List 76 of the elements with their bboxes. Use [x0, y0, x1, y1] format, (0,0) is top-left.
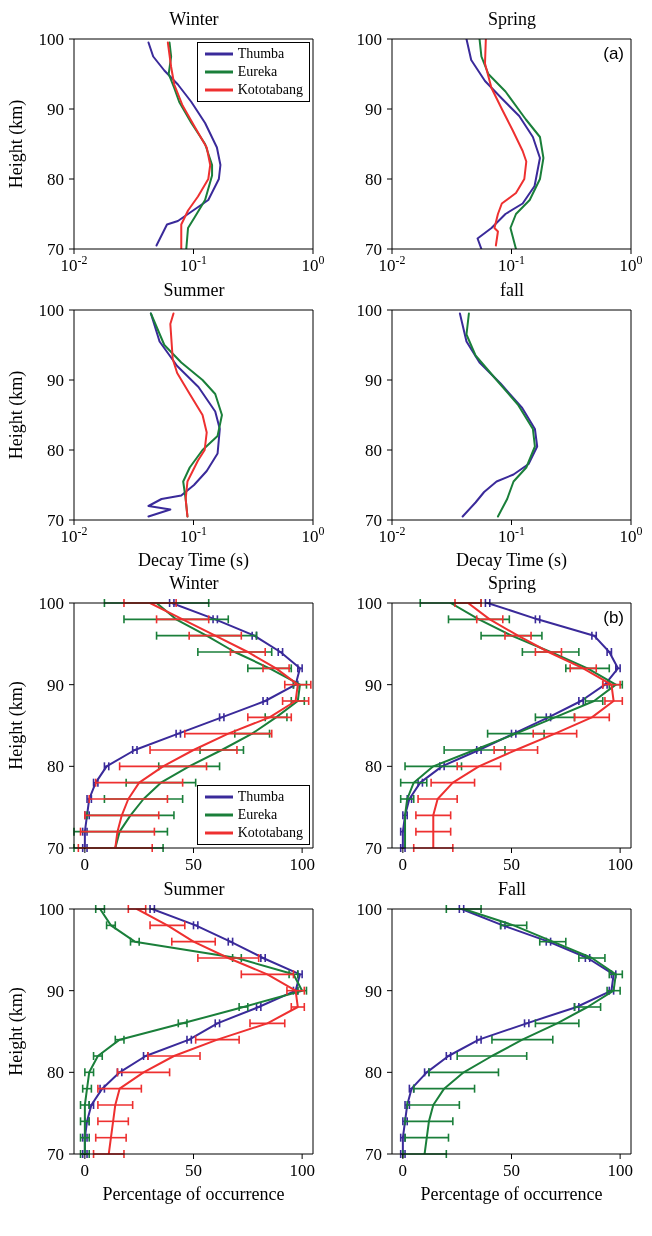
x-tick-label: 50 [185, 1161, 202, 1180]
x-axis-title: Percentage of occurrence [420, 1184, 603, 1204]
x-tick-label: 50 [503, 1161, 520, 1180]
legend-label: Thumba [237, 788, 285, 806]
chart-title: Winter [168, 572, 220, 594]
x-tick-label: 10$^{0}$ [619, 253, 643, 275]
y-tick-label: 80 [47, 757, 64, 777]
x-tick-label: 0 [80, 1161, 90, 1180]
annotation: (b) [603, 608, 624, 628]
legend-label: Eureka [237, 806, 278, 824]
y-tick-label: 80 [365, 757, 382, 777]
y-tick-label: 90 [365, 675, 382, 695]
y-tick-label: 80 [47, 170, 64, 189]
legend-label: Kototabang [237, 81, 303, 99]
y-tick-label: 90 [365, 100, 382, 119]
x-tick-label: 10$^{0}$ [301, 524, 325, 546]
chart-title: Summer [162, 878, 226, 900]
y-tick-label: 100 [356, 30, 382, 49]
y-tick-label: 70 [47, 511, 64, 530]
y-tick-label: 70 [47, 1145, 64, 1164]
chart-title: Summer [162, 279, 226, 301]
y-tick-label: 90 [47, 981, 64, 1001]
x-tick-label: 100 [289, 1161, 315, 1180]
y-tick-label: 90 [365, 371, 382, 390]
y-tick-label: 80 [47, 1063, 64, 1083]
y-tick-label: 100 [38, 30, 64, 49]
x-tick-label: 50 [503, 855, 520, 874]
y-axis-title: Height (km) [6, 99, 28, 189]
chart-title: fall [499, 279, 525, 301]
legend-label: Thumba [237, 45, 285, 63]
x-tick-label: 50 [185, 855, 202, 874]
x-tick-label: 100 [607, 855, 633, 874]
x-tick-label: 10$^{-1}$ [180, 524, 208, 546]
legend-label: Eureka [237, 63, 278, 81]
y-tick-label: 100 [356, 900, 382, 919]
y-axis-title: Height (km) [6, 681, 28, 770]
y-tick-label: 70 [365, 240, 382, 259]
y-tick-label: 90 [47, 371, 64, 390]
x-axis-title: Decay Time (s) [138, 550, 249, 571]
x-tick-label: 100 [607, 1161, 633, 1180]
x-tick-label: 0 [398, 855, 408, 874]
x-axis-title: Percentage of occurrence [102, 1184, 285, 1204]
y-tick-label: 100 [38, 301, 64, 320]
y-tick-label: 90 [47, 100, 64, 119]
x-tick-label: 10$^{-1}$ [180, 253, 208, 275]
chart-title: Spring [487, 8, 537, 30]
y-tick-label: 70 [365, 511, 382, 530]
y-tick-label: 100 [356, 594, 382, 613]
y-tick-label: 80 [47, 441, 64, 460]
x-tick-label: 10$^{-1}$ [498, 524, 526, 546]
y-tick-label: 90 [47, 675, 64, 695]
annotation: (a) [603, 44, 624, 64]
x-axis-title: Decay Time (s) [456, 550, 567, 571]
y-axis-title: Height (km) [6, 987, 28, 1076]
y-tick-label: 80 [365, 441, 382, 460]
y-tick-label: 70 [47, 839, 64, 858]
chart-title: Spring [487, 572, 537, 594]
y-tick-label: 100 [356, 301, 382, 320]
legend-label: Kototabang [237, 824, 303, 842]
x-tick-label: 100 [289, 855, 315, 874]
y-tick-label: 100 [38, 594, 64, 613]
chart-title: Fall [497, 878, 527, 900]
x-tick-label: 10$^{-1}$ [498, 253, 526, 275]
y-tick-label: 70 [47, 240, 64, 259]
y-tick-label: 100 [38, 900, 64, 919]
y-tick-label: 80 [365, 1063, 382, 1083]
x-tick-label: 10$^{0}$ [619, 524, 643, 546]
y-axis-title: Height (km) [6, 370, 28, 460]
y-tick-label: 90 [365, 981, 382, 1001]
x-tick-label: 10$^{0}$ [301, 253, 325, 275]
x-tick-label: 0 [80, 855, 90, 874]
x-tick-label: 0 [398, 1161, 408, 1180]
y-tick-label: 70 [365, 839, 382, 858]
chart-title: Winter [168, 8, 220, 30]
y-tick-label: 70 [365, 1145, 382, 1164]
y-tick-label: 80 [365, 170, 382, 189]
